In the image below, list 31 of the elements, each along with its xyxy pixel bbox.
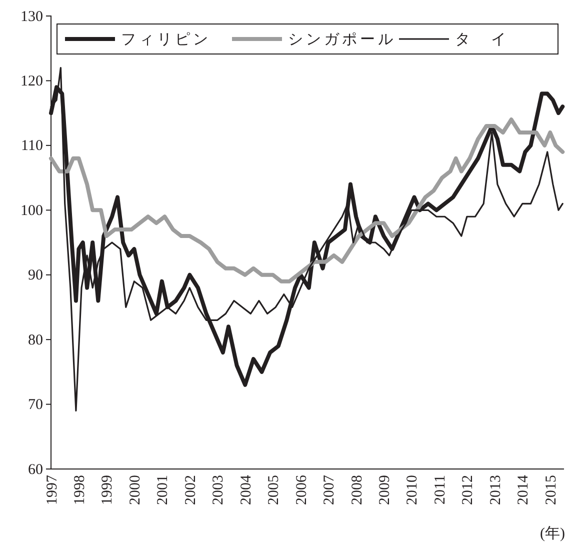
x-tick-label: 2008	[349, 475, 366, 505]
y-tick-label: 100	[20, 202, 43, 219]
y-tick-label: 80	[28, 332, 43, 348]
x-axis-title: (年)	[540, 525, 565, 542]
legend-label: シンガポール	[288, 32, 396, 48]
x-tick-label: 2001	[155, 475, 172, 505]
x-tick-label: 2013	[488, 475, 504, 505]
y-tick-label: 110	[21, 138, 43, 154]
y-tick-label: 70	[28, 397, 43, 414]
legend-label: タ イ	[455, 32, 509, 48]
y-tick-label: 90	[28, 268, 43, 284]
x-tick-label: 2015	[543, 475, 560, 505]
y-tick-label: 120	[20, 74, 43, 90]
x-tick-label: 2002	[182, 475, 199, 505]
x-tick-label: 1999	[100, 475, 116, 505]
x-tick-label: 2014	[516, 474, 532, 505]
x-tick-label: 1998	[72, 475, 88, 505]
x-tick-label: 1997	[44, 474, 60, 505]
x-tick-label: 2007	[322, 474, 338, 505]
x-tick-label: 2005	[266, 475, 282, 505]
x-tick-label: 2000	[127, 475, 144, 505]
x-tick-label: 2011	[432, 475, 448, 504]
x-tick-label: 2003	[210, 475, 227, 505]
x-tick-label: 2006	[294, 474, 310, 505]
legend-label: フィリピン	[121, 32, 211, 48]
y-tick-label: 60	[28, 462, 43, 478]
x-tick-label: 2004	[238, 474, 254, 505]
x-tick-label: 2012	[460, 475, 476, 505]
x-tick-label: 2010	[404, 475, 421, 505]
y-tick-label: 130	[20, 8, 43, 25]
x-tick-label: 2009	[377, 475, 394, 505]
